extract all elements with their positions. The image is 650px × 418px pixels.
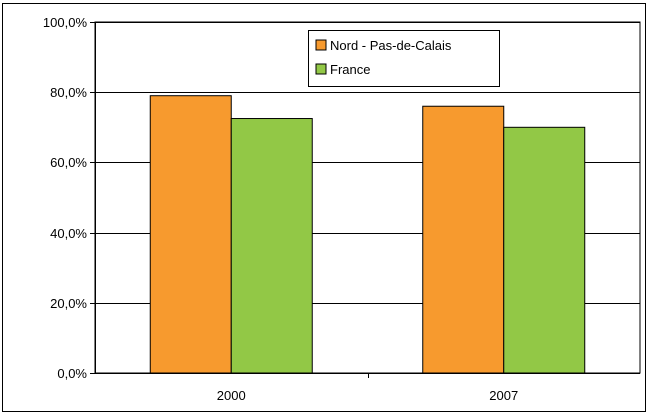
- bar-nord-pas-de-calais-2007: [422, 105, 505, 374]
- y-tick-label: 0,0%: [57, 366, 87, 381]
- x-category-label: 2007: [489, 388, 518, 403]
- axes: 0,0% 20,0% 40,0% 60,0% 80,0% 100,0% 2000 2007: [43, 15, 640, 403]
- legend-label: France: [330, 62, 370, 77]
- y-tick-label: 100,0%: [43, 15, 88, 30]
- y-tick-label: 40,0%: [50, 226, 87, 241]
- legend-swatch: [315, 63, 327, 75]
- legend-swatch: [315, 39, 327, 51]
- bar-nord-pas-de-calais-2000: [149, 95, 232, 374]
- x-category-label: 2000: [217, 388, 246, 403]
- legend-label: Nord - Pas-de-Calais: [330, 38, 452, 53]
- legend-box: [308, 30, 500, 87]
- y-tick-label: 60,0%: [50, 155, 87, 170]
- y-tick-label: 20,0%: [50, 296, 87, 311]
- bar-france-2007: [503, 126, 586, 374]
- legend: Nord - Pas-de-Calais France: [308, 30, 500, 87]
- y-tick-label: 80,0%: [50, 85, 87, 100]
- bars: [149, 95, 586, 374]
- bar-france-2000: [230, 118, 313, 374]
